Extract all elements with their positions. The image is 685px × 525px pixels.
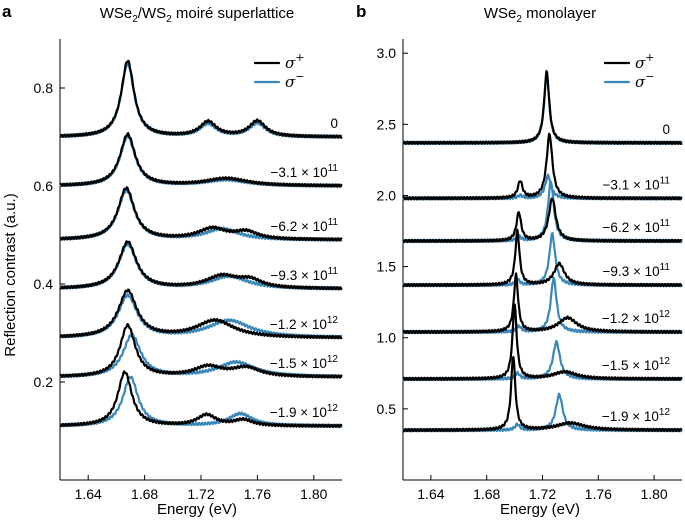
- trace-label: −1.5 × 1012: [602, 356, 671, 373]
- y-tick-label: 1.0: [377, 330, 397, 346]
- x-tick-label: 1.76: [585, 486, 612, 502]
- panel-a-title: WSe2/WS2 moiré superlattice: [100, 5, 295, 25]
- x-tick-label: 1.64: [417, 486, 444, 502]
- y-tick-label: 0.4: [34, 276, 54, 292]
- trace-label: 0: [662, 122, 670, 137]
- panel-b: b WSe2 monolayer Energy (eV) 1.64 1.68 1.7…: [356, 2, 683, 518]
- x-tick-label: 1.68: [131, 486, 158, 502]
- panel-a-legend: σ+ σ−: [253, 51, 304, 91]
- panel-a-y-axis-label: Reflection contrast (a.u.): [2, 193, 19, 356]
- trace-plus: [59, 323, 343, 379]
- panel-a-legend-label-plus: σ+: [285, 51, 304, 72]
- x-tick-label: 1.72: [187, 486, 214, 502]
- panel-b-x-axis-label: Energy (eV): [500, 501, 580, 518]
- trace-plus: [59, 288, 343, 340]
- x-tick-label: 1.68: [473, 486, 500, 502]
- y-tick-label: 1.5: [377, 259, 397, 275]
- panel-b-ticks: 1.64 1.68 1.72 1.76 1.80 0.5 1.0 1.5 2.0 2.5 3.0: [377, 45, 668, 502]
- trace-label: −1.5 × 1012: [270, 354, 339, 371]
- trace-plus: [59, 370, 343, 429]
- y-tick-label: 0.5: [377, 401, 397, 417]
- y-tick-label: 0.8: [34, 80, 54, 96]
- panel-b-legend: σ+ σ−: [603, 51, 654, 91]
- trace-plus: [59, 186, 343, 242]
- panel-a: a WSe2/WS2 moiré superlattice Reflection…: [2, 2, 343, 518]
- panel-b-letter: b: [356, 2, 366, 21]
- x-tick-label: 1.76: [244, 486, 271, 502]
- trace-plus: [59, 240, 343, 291]
- trace-label: −1.9 × 1012: [602, 407, 671, 424]
- y-tick-label: 0.6: [34, 178, 54, 194]
- trace-plus: [402, 303, 683, 382]
- y-tick-label: 2.0: [377, 187, 397, 203]
- y-tick-label: 3.0: [377, 45, 397, 61]
- trace-label: −6.2 × 1011: [603, 218, 671, 235]
- panel-b-trace-labels: 0 −3.1 × 1011 −6.2 × 1011 −9.3 × 1011 −1.2 ×…: [602, 122, 671, 424]
- y-tick-label: 0.2: [34, 374, 54, 390]
- trace-plus: [402, 69, 683, 146]
- x-tick-label: 1.80: [640, 486, 667, 502]
- panel-a-legend-label-minus: σ−: [285, 70, 304, 91]
- trace-plus: [402, 132, 683, 201]
- panel-a-traces: [59, 59, 343, 429]
- panel-a-x-axis-label: Energy (eV): [157, 501, 237, 518]
- trace-label: −6.2 × 1011: [271, 217, 339, 234]
- panel-a-trace-labels: 0 −3.1 × 1011 −6.2 × 1011 −9.3 × 1011 −1.2 ×…: [270, 116, 339, 420]
- trace-label: −3.1 × 1011: [603, 175, 671, 192]
- trace-label: −9.3 × 1011: [603, 262, 671, 279]
- x-tick-label: 1.72: [529, 486, 556, 502]
- y-tick-label: 2.5: [377, 116, 397, 132]
- trace-plus: [59, 59, 343, 139]
- panel-b-legend-label-minus: σ−: [635, 70, 654, 91]
- x-tick-label: 1.80: [300, 486, 327, 502]
- panel-b-legend-label-plus: σ+: [635, 51, 654, 72]
- trace-label: −3.1 × 1011: [271, 163, 339, 180]
- trace-label: −1.2 × 1012: [602, 309, 671, 326]
- trace-label: −1.9 × 1012: [270, 403, 339, 420]
- trace-label: 0: [330, 116, 338, 131]
- panel-b-traces: [402, 69, 683, 433]
- trace-label: −1.2 × 1012: [270, 315, 339, 332]
- trace-label: −9.3 × 1011: [271, 266, 339, 283]
- x-tick-label: 1.64: [75, 486, 102, 502]
- panel-a-letter: a: [2, 2, 12, 21]
- trace-plus: [402, 355, 683, 433]
- trace-plus: [402, 228, 683, 288]
- trace-plus: [402, 272, 683, 335]
- trace-plus: [59, 132, 343, 188]
- panel-b-title: WSe2 monolayer: [484, 5, 596, 25]
- panel-a-ticks: 1.64 1.68 1.72 1.76 1.80 0.2 0.4 0.6 0.8: [34, 80, 328, 502]
- trace-minus: [59, 332, 343, 379]
- trace-plus: [402, 197, 683, 244]
